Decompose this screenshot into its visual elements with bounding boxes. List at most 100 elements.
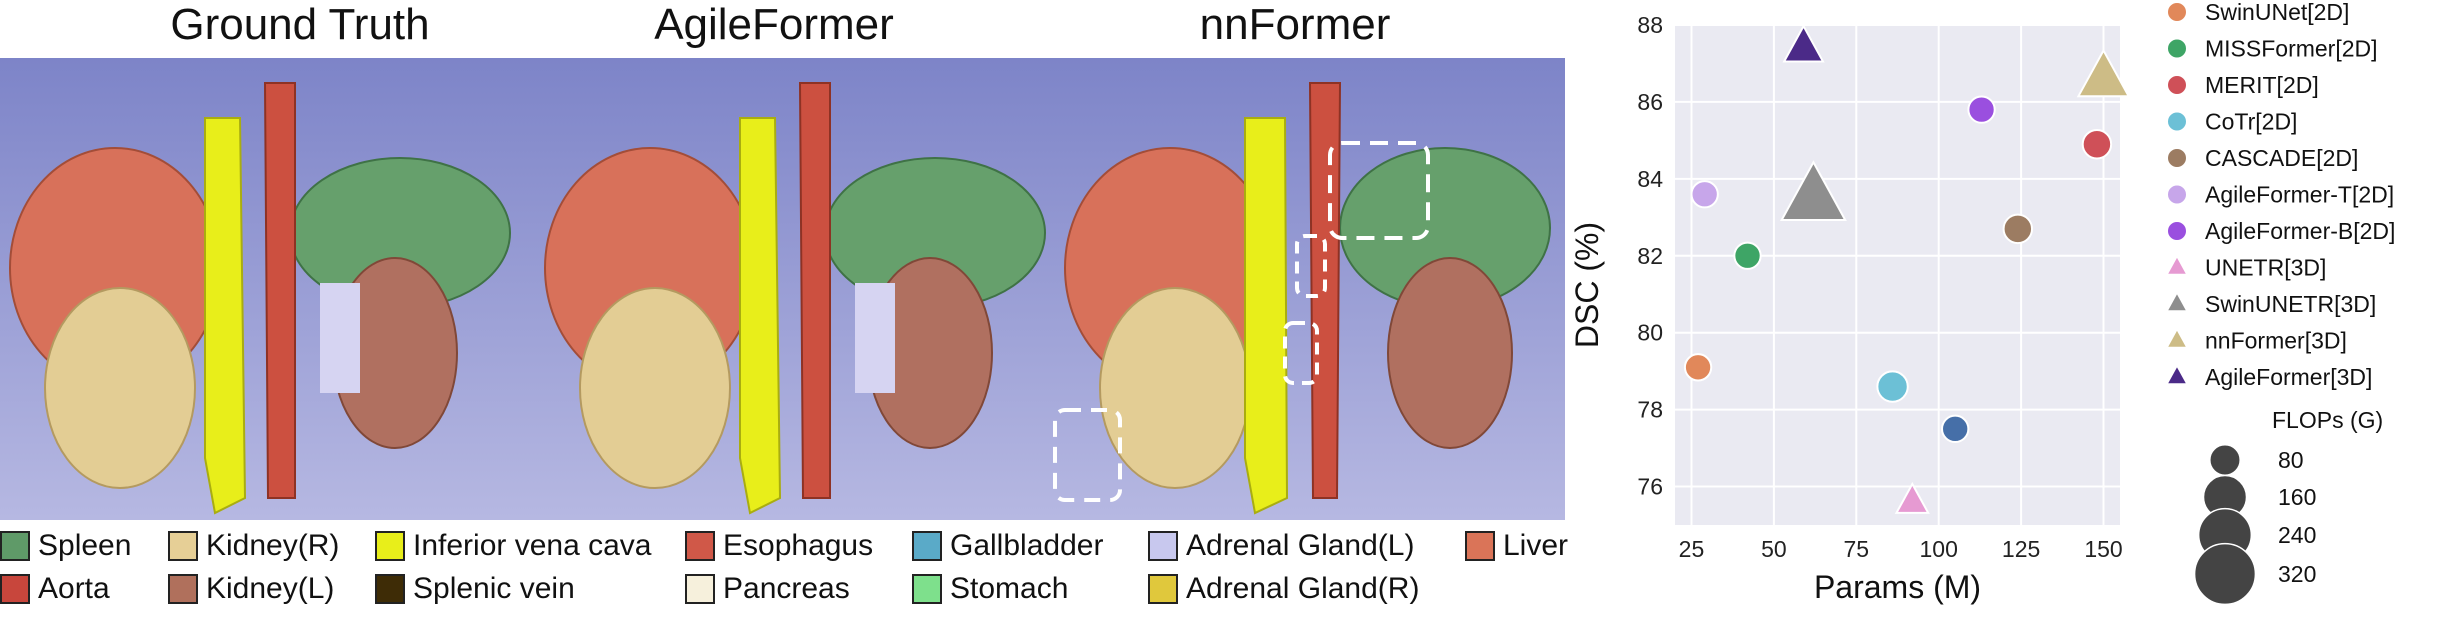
legend-marker <box>2166 183 2188 206</box>
legend-item-esophagus: Esophagus <box>685 528 873 564</box>
legend-item-ivc: Inferior vena cava <box>375 528 651 564</box>
legend-marker <box>2166 220 2188 242</box>
flops-size-legend: FLOPs (G) 80 160 240 320 <box>2193 407 2383 606</box>
size-legend-title: FLOPs (G) <box>2272 407 2383 433</box>
data-point <box>1690 180 1719 209</box>
size-legend-label: 320 <box>2278 561 2316 587</box>
size-legend-label: 240 <box>2278 522 2316 548</box>
render-ground-truth <box>9 82 511 515</box>
legend-label: Gallbladder <box>950 529 1104 562</box>
legend-marker <box>2164 290 2190 313</box>
legend-label: Adrenal Gland(L) <box>1186 529 1415 562</box>
legend-label: AgileFormer-B[2D] <box>2205 218 2395 244</box>
legend-marker <box>2164 326 2190 349</box>
legend-item-gallbladder: Gallbladder <box>912 528 1103 564</box>
data-point <box>1779 160 1847 222</box>
size-legend-label: 80 <box>2278 447 2304 473</box>
size-legend-label: 160 <box>2278 484 2316 510</box>
data-point <box>1733 241 1762 270</box>
legend-label: Adrenal Gland(R) <box>1186 572 1420 605</box>
y-tick-label: 80 <box>1637 320 1663 346</box>
data-point <box>2076 48 2131 98</box>
legend-label: Stomach <box>950 572 1069 605</box>
legend-label: Kidney(L) <box>206 572 335 605</box>
legend-swatch <box>1148 574 1178 604</box>
legend-item-kidney-l: Kidney(L) <box>168 571 334 607</box>
y-tick-label: 86 <box>1637 89 1663 115</box>
legend-item-aorta: Aorta <box>0 571 110 607</box>
scatter-chart: 25 50 75 100 125 150 76 78 80 82 84 86 88 Params (M)… <box>1560 0 2441 614</box>
legend-item-kidney-r: Kidney(R) <box>168 528 339 564</box>
legend-swatch <box>912 531 942 561</box>
legend-label: UNETR[3D] <box>2205 255 2326 281</box>
size-legend-marker <box>2193 542 2257 606</box>
x-axis-label: Params (M) <box>1814 569 1981 605</box>
data-points <box>1683 24 2131 514</box>
legend-swatch <box>685 574 715 604</box>
legend-swatch <box>168 531 198 561</box>
y-tick-label: 88 <box>1637 12 1663 38</box>
legend-marker <box>2164 363 2190 386</box>
legend-label: Esophagus <box>723 529 874 562</box>
chart-legend: SwinUNet[2D] MISSFormer[2D] MERIT[2D] CoTr[… <box>2164 0 2395 390</box>
legend-label: Liver <box>1503 529 1569 562</box>
segmentation-render-area <box>0 58 1565 520</box>
legend-item-adrenal-l: Adrenal Gland(L) <box>1148 528 1414 564</box>
legend-label: AgileFormer[3D] <box>2205 364 2372 390</box>
x-tick-label: 25 <box>1679 536 1705 562</box>
legend-marker <box>2166 1 2188 23</box>
y-axis-label: DSC (%) <box>1569 222 1605 348</box>
panel-title-ground-truth: Ground Truth <box>170 0 430 49</box>
panel-title-nnformer: nnFormer <box>1199 0 1391 49</box>
x-tick-label: 75 <box>1843 536 1869 562</box>
size-legend-marker <box>2209 444 2241 476</box>
legend-swatch <box>168 574 198 604</box>
render-agileformer <box>544 82 1046 515</box>
data-point <box>2002 213 2034 245</box>
legend-label: Spleen <box>38 529 132 562</box>
grid-lines <box>1675 24 2120 525</box>
legend-label: CoTr[2D] <box>2205 109 2297 135</box>
legend-label: CASCADE[2D] <box>2205 145 2358 171</box>
data-point <box>2081 129 2113 160</box>
x-tick-label: 100 <box>1920 536 1958 562</box>
legend-swatch <box>375 531 405 561</box>
legend-marker <box>2166 74 2188 96</box>
axis-ticks: 25 50 75 100 125 150 76 78 80 82 84 86 88 <box>1637 12 2122 562</box>
render-nnformer <box>1053 82 1551 515</box>
data-point <box>1683 353 1713 382</box>
legend-item-adrenal-r: Adrenal Gland(R) <box>1148 571 1419 607</box>
x-tick-label: 125 <box>2002 536 2040 562</box>
legend-label: Kidney(R) <box>206 529 340 562</box>
legend-item-stomach: Stomach <box>912 571 1068 607</box>
legend-item-spleen: Spleen <box>0 528 131 564</box>
legend-label: AgileFormer-T[2D] <box>2205 182 2394 208</box>
y-tick-label: 76 <box>1637 474 1663 500</box>
legend-marker <box>2164 253 2190 276</box>
legend-swatch <box>375 574 405 604</box>
data-point <box>1941 414 1970 444</box>
legend-label: SwinUNETR[3D] <box>2205 291 2376 317</box>
y-tick-label: 84 <box>1637 166 1663 192</box>
legend-swatch <box>1465 531 1495 561</box>
legend-label: MISSFormer[2D] <box>2205 36 2378 62</box>
x-tick-label: 150 <box>2084 536 2122 562</box>
y-tick-label: 82 <box>1637 243 1663 269</box>
x-tick-label: 50 <box>1761 536 1787 562</box>
legend-marker <box>2166 147 2188 169</box>
data-point <box>1894 481 1930 514</box>
legend-label: nnFormer[3D] <box>2205 328 2347 354</box>
legend-swatch <box>0 531 30 561</box>
scatter-chart-svg: 25 50 75 100 125 150 76 78 80 82 84 86 88 Params (M)… <box>1569 0 2395 606</box>
legend-swatch <box>685 531 715 561</box>
legend-label: Inferior vena cava <box>413 529 652 562</box>
legend-item-splenic-vein: Splenic vein <box>375 571 575 607</box>
legend-label: Aorta <box>38 572 110 605</box>
legend-marker <box>2166 37 2188 60</box>
y-tick-label: 78 <box>1637 397 1663 423</box>
legend-marker <box>2166 110 2188 133</box>
plot-background <box>1675 25 2120 525</box>
legend-label: Splenic vein <box>413 572 575 605</box>
legend-swatch <box>0 574 30 604</box>
